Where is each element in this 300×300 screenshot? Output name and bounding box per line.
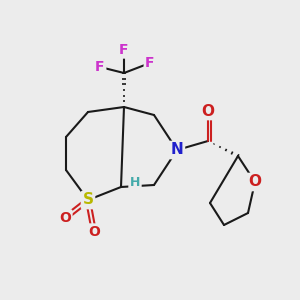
- Text: F: F: [119, 43, 129, 57]
- Text: O: O: [248, 175, 262, 190]
- Text: F: F: [145, 56, 155, 70]
- Text: N: N: [171, 142, 183, 158]
- Text: O: O: [202, 103, 214, 118]
- Text: F: F: [95, 60, 105, 74]
- Text: S: S: [82, 193, 94, 208]
- Text: O: O: [88, 225, 100, 239]
- Text: O: O: [59, 211, 71, 225]
- Text: H: H: [130, 176, 140, 188]
